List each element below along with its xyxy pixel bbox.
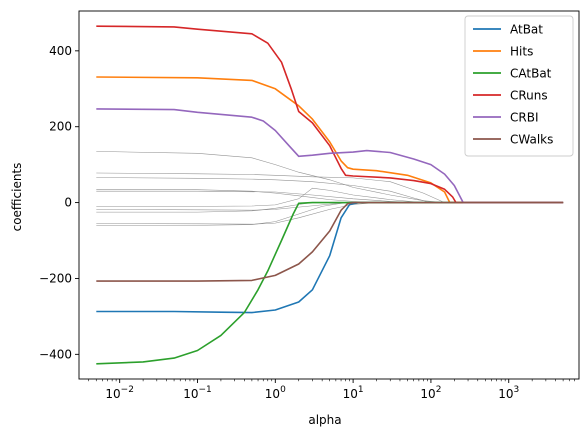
x-tick-label: 10−1	[183, 385, 212, 401]
legend: AtBat Hits CAtBat CRuns CRBI CWalks	[464, 15, 574, 157]
series-line-cruns	[96, 25, 564, 204]
y-tick-label: −400	[39, 347, 72, 361]
y-tick-label: 0	[64, 196, 72, 210]
x-tick-label: 103	[498, 385, 519, 401]
x-tick-label: 10−2	[105, 385, 134, 401]
x-tick-label: 100	[265, 385, 286, 401]
y-tick-label: 200	[49, 120, 72, 134]
legend-label: CAtBat	[510, 67, 552, 81]
other-coefficient-line	[96, 202, 564, 225]
series-line-crbi	[96, 108, 564, 204]
y-tick-label: −200	[39, 271, 72, 285]
series-group	[96, 25, 564, 365]
legend-label: CWalks	[510, 133, 553, 147]
y-axis-label: coefficients	[10, 163, 24, 232]
other-coefficient-line	[96, 172, 564, 203]
axes: 10−2 10−1 100 101 102 103 400 200 0 −200 −400	[39, 10, 580, 401]
other-coefficient-line	[96, 151, 564, 203]
legend-label: CRuns	[510, 89, 548, 103]
plot-area	[96, 25, 564, 365]
other-coefficient-line	[96, 177, 564, 203]
x-tick-label: 102	[420, 385, 441, 401]
other-coefficient-line	[96, 190, 564, 203]
series-line-hits	[96, 76, 564, 204]
x-tick-label: 101	[343, 385, 364, 401]
legend-label: CRBI	[510, 111, 539, 125]
plot-frame	[78, 10, 580, 380]
series-line-cwalks	[96, 201, 564, 282]
series-line-atbat	[96, 201, 564, 314]
legend-label: AtBat	[510, 23, 543, 37]
y-tick-label: 400	[49, 44, 72, 58]
other-coefficient-line	[96, 187, 564, 207]
legend-label: Hits	[510, 45, 533, 59]
other-coefficient-line	[96, 202, 564, 226]
x-axis-label: alpha	[308, 413, 341, 427]
series-line-catbat	[96, 201, 564, 365]
